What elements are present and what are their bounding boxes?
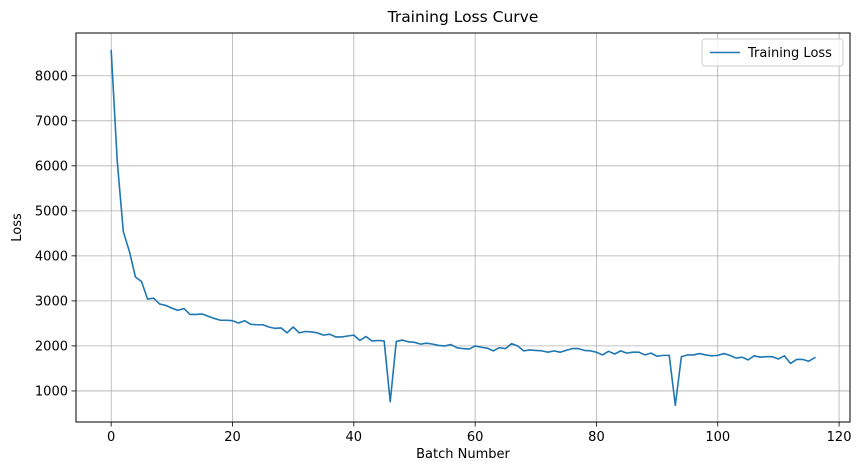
x-axis-label: Batch Number — [416, 447, 510, 462]
y-tick-label: 5000 — [35, 204, 68, 219]
x-tick-label: 20 — [224, 430, 241, 445]
series-layer — [110, 49, 816, 407]
x-tick-label: 80 — [588, 430, 605, 445]
x-tick-label: 40 — [346, 430, 363, 445]
ticks: 0 20 40 60 80 100 120 1000 2000 3000 4000 5000 6000 7… — [35, 69, 852, 445]
grid — [76, 33, 850, 422]
y-tick-label: 6000 — [35, 159, 68, 174]
x-tick-label: 0 — [107, 430, 115, 445]
series-line — [110, 49, 816, 407]
y-tick-label: 7000 — [35, 114, 68, 129]
x-tick-label: 120 — [827, 430, 852, 445]
x-tick-label: 60 — [467, 430, 484, 445]
y-tick-label: 4000 — [35, 249, 68, 264]
y-tick-label: 8000 — [35, 69, 68, 84]
y-axis-label: Loss — [10, 213, 25, 242]
y-tick-label: 1000 — [35, 384, 68, 399]
legend-box — [701, 38, 844, 67]
y-tick-label: 2000 — [35, 339, 68, 354]
chart-title: Training Loss Curve — [387, 8, 539, 26]
legend-label: Training Loss — [747, 46, 832, 61]
y-tick-label: 3000 — [35, 294, 68, 309]
legend: Training Loss — [701, 38, 844, 67]
plot-frame — [75, 32, 851, 423]
x-tick-label: 100 — [705, 430, 730, 445]
